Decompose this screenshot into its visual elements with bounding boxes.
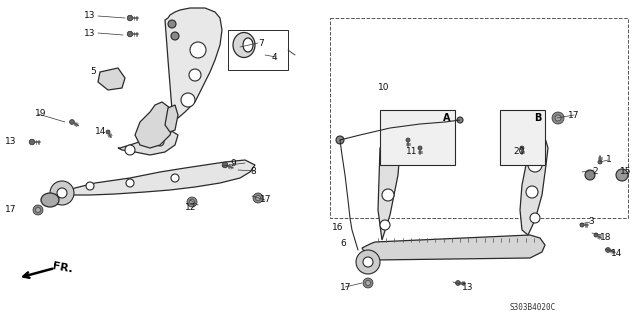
Ellipse shape bbox=[233, 33, 255, 57]
Text: 13: 13 bbox=[5, 137, 17, 146]
Circle shape bbox=[363, 278, 373, 288]
Circle shape bbox=[70, 120, 74, 124]
Text: 6: 6 bbox=[340, 239, 346, 248]
Circle shape bbox=[127, 31, 133, 37]
Bar bbox=[228, 30, 288, 70]
Text: 4: 4 bbox=[272, 53, 278, 62]
Text: 20: 20 bbox=[513, 146, 524, 155]
Text: 17: 17 bbox=[5, 205, 17, 214]
Text: 2: 2 bbox=[592, 167, 598, 176]
Text: 7: 7 bbox=[258, 39, 264, 48]
Text: 3: 3 bbox=[588, 218, 594, 226]
Circle shape bbox=[50, 181, 74, 205]
Circle shape bbox=[156, 138, 164, 146]
Circle shape bbox=[181, 93, 195, 107]
Circle shape bbox=[594, 233, 598, 237]
Text: S303B4020C: S303B4020C bbox=[510, 303, 556, 313]
Text: 14: 14 bbox=[95, 128, 106, 137]
Circle shape bbox=[125, 145, 135, 155]
Circle shape bbox=[530, 213, 540, 223]
Circle shape bbox=[520, 146, 524, 150]
Polygon shape bbox=[378, 140, 400, 240]
Text: 10: 10 bbox=[378, 84, 390, 93]
Circle shape bbox=[255, 196, 260, 201]
Circle shape bbox=[585, 170, 595, 180]
Circle shape bbox=[580, 223, 584, 227]
Bar bbox=[330, 18, 628, 218]
Text: 13: 13 bbox=[84, 11, 95, 20]
Text: B: B bbox=[534, 113, 541, 123]
Circle shape bbox=[605, 248, 611, 252]
Circle shape bbox=[382, 189, 394, 201]
Circle shape bbox=[29, 139, 35, 145]
Circle shape bbox=[86, 182, 94, 190]
Circle shape bbox=[552, 112, 564, 124]
Polygon shape bbox=[165, 8, 222, 118]
Circle shape bbox=[168, 20, 176, 28]
Circle shape bbox=[253, 193, 263, 203]
Text: 1: 1 bbox=[606, 155, 612, 165]
Circle shape bbox=[126, 179, 134, 187]
Circle shape bbox=[106, 130, 110, 134]
Text: A: A bbox=[444, 113, 451, 123]
Circle shape bbox=[598, 160, 602, 164]
Circle shape bbox=[127, 15, 133, 21]
Ellipse shape bbox=[41, 193, 59, 207]
Polygon shape bbox=[118, 130, 178, 155]
Text: 8: 8 bbox=[250, 167, 256, 175]
Circle shape bbox=[380, 220, 390, 230]
Circle shape bbox=[528, 158, 542, 172]
Bar bbox=[500, 110, 545, 165]
Polygon shape bbox=[98, 68, 125, 90]
Circle shape bbox=[406, 138, 410, 142]
Text: 17: 17 bbox=[568, 110, 579, 120]
Circle shape bbox=[365, 280, 371, 286]
Circle shape bbox=[418, 146, 422, 150]
Text: 5: 5 bbox=[90, 68, 96, 77]
Circle shape bbox=[616, 169, 628, 181]
Circle shape bbox=[456, 281, 460, 286]
Bar bbox=[380, 110, 455, 165]
Circle shape bbox=[555, 115, 561, 121]
Text: 13: 13 bbox=[462, 283, 474, 292]
Polygon shape bbox=[362, 235, 545, 260]
Circle shape bbox=[35, 207, 40, 212]
Text: 12: 12 bbox=[185, 203, 196, 211]
Circle shape bbox=[57, 188, 67, 198]
Polygon shape bbox=[165, 105, 178, 132]
Circle shape bbox=[190, 42, 206, 58]
Polygon shape bbox=[60, 160, 255, 195]
Text: 9: 9 bbox=[230, 159, 236, 167]
Circle shape bbox=[171, 32, 179, 40]
Circle shape bbox=[33, 205, 43, 215]
Text: 11: 11 bbox=[406, 146, 417, 155]
Circle shape bbox=[189, 69, 201, 81]
Circle shape bbox=[171, 174, 179, 182]
Text: 17: 17 bbox=[340, 283, 351, 292]
Polygon shape bbox=[135, 102, 175, 148]
Text: 18: 18 bbox=[600, 233, 611, 241]
Text: 14: 14 bbox=[611, 249, 622, 257]
Circle shape bbox=[189, 199, 195, 204]
Polygon shape bbox=[520, 138, 548, 235]
Text: 17: 17 bbox=[260, 196, 271, 204]
Circle shape bbox=[356, 250, 380, 274]
Ellipse shape bbox=[243, 38, 253, 52]
Text: 16: 16 bbox=[332, 224, 344, 233]
Circle shape bbox=[222, 162, 228, 168]
Circle shape bbox=[526, 186, 538, 198]
Circle shape bbox=[457, 117, 463, 123]
Circle shape bbox=[363, 257, 373, 267]
Text: 13: 13 bbox=[84, 28, 95, 38]
Text: 15: 15 bbox=[620, 167, 632, 176]
Text: FR.: FR. bbox=[52, 261, 74, 275]
Text: 19: 19 bbox=[35, 109, 47, 118]
Circle shape bbox=[187, 197, 197, 207]
Circle shape bbox=[336, 136, 344, 144]
